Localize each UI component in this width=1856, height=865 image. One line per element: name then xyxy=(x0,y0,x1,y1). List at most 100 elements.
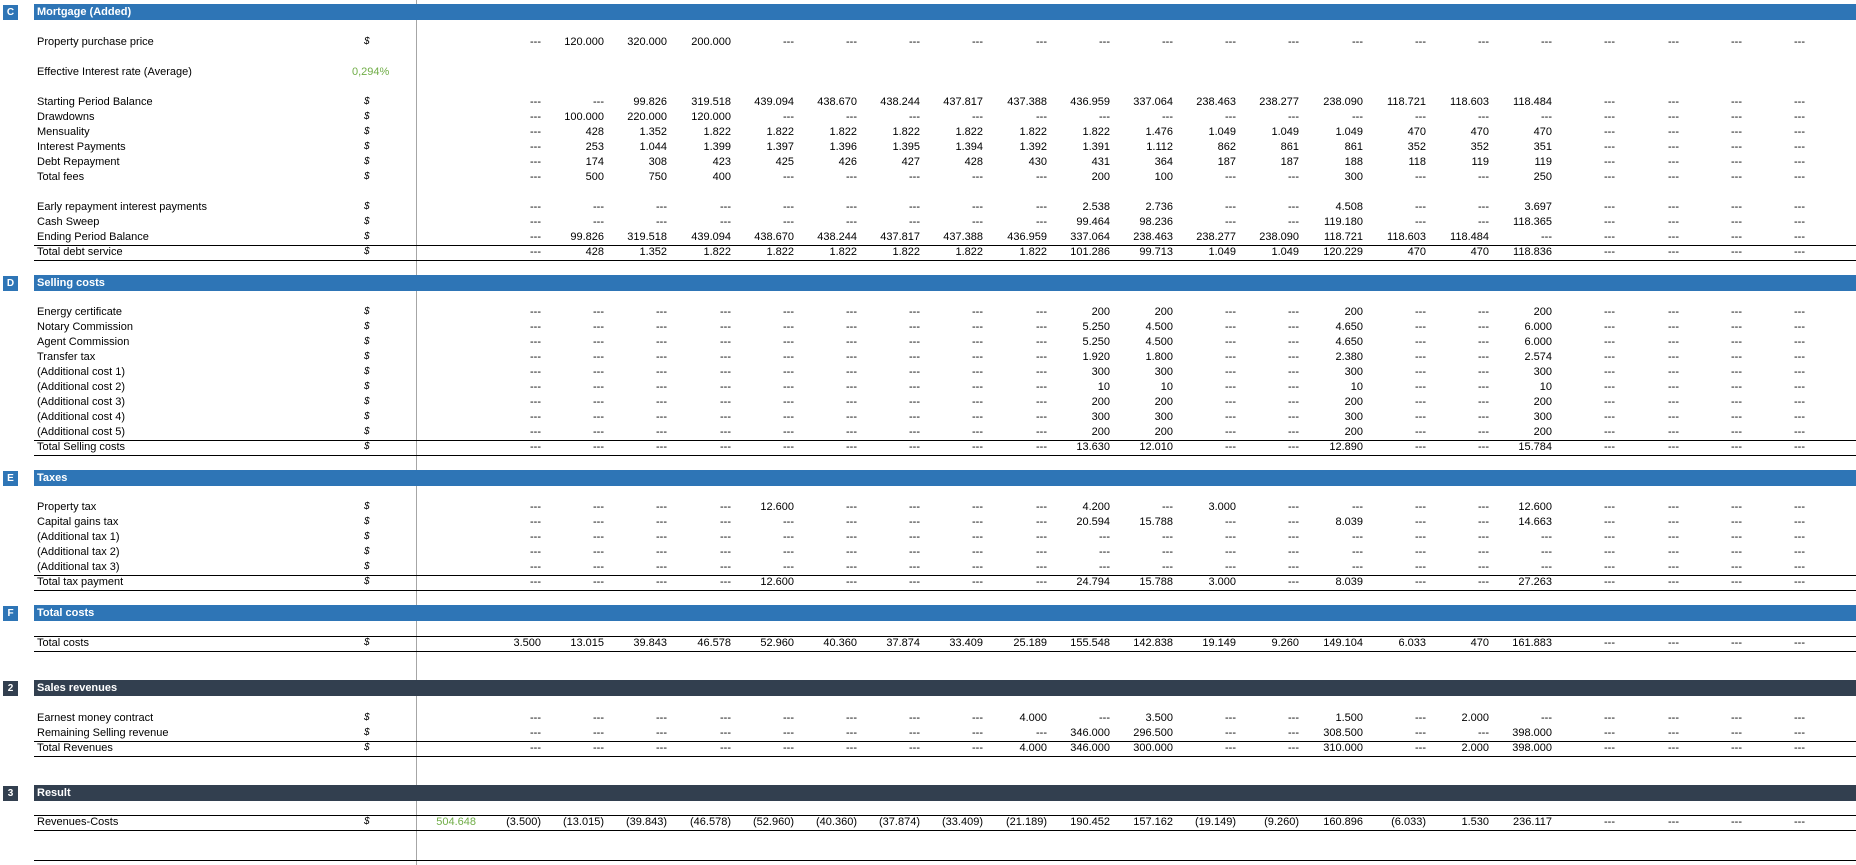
value-cell[interactable]: 4.500 xyxy=(1145,321,1173,333)
value-cell[interactable]: 25.189 xyxy=(1013,637,1047,649)
value-cell[interactable]: --- xyxy=(1415,441,1426,453)
value-cell[interactable]: --- xyxy=(1604,366,1615,378)
value-cell[interactable]: --- xyxy=(1415,306,1426,318)
value-cell[interactable]: --- xyxy=(1668,381,1679,393)
value-cell[interactable]: 39.843 xyxy=(633,637,667,649)
value-cell[interactable]: --- xyxy=(1604,576,1615,588)
value-cell[interactable]: --- xyxy=(1162,546,1173,558)
value-cell[interactable]: --- xyxy=(1225,727,1236,739)
value-cell[interactable]: --- xyxy=(1668,216,1679,228)
value-cell[interactable]: --- xyxy=(1036,321,1047,333)
value-cell[interactable]: --- xyxy=(1808,501,1856,513)
value-cell[interactable]: --- xyxy=(1036,576,1047,588)
value-cell[interactable]: 19.149 xyxy=(1202,637,1236,649)
value-cell[interactable]: --- xyxy=(783,306,794,318)
value-cell[interactable]: --- xyxy=(846,546,857,558)
value-cell[interactable]: --- xyxy=(972,321,983,333)
value-cell[interactable]: --- xyxy=(530,156,541,168)
value-cell[interactable]: --- xyxy=(972,366,983,378)
value-cell[interactable]: --- xyxy=(1731,156,1742,168)
value-cell[interactable]: --- xyxy=(1794,816,1805,828)
value-cell[interactable]: --- xyxy=(1036,36,1047,48)
value-cell[interactable]: --- xyxy=(1604,426,1615,438)
value-cell[interactable]: --- xyxy=(1415,426,1426,438)
value-cell[interactable]: 4.000 xyxy=(1019,712,1047,724)
value-cell[interactable]: --- xyxy=(1099,111,1110,123)
value-cell[interactable]: --- xyxy=(1225,411,1236,423)
value-cell[interactable]: --- xyxy=(1794,321,1805,333)
value-cell[interactable]: 300 xyxy=(1154,366,1173,378)
value-cell[interactable]: 220.000 xyxy=(627,111,667,123)
value-cell[interactable]: 439.094 xyxy=(754,96,794,108)
row-addtax1[interactable]: (Additional tax 1) $ --- --- --- --- --- --- ---… xyxy=(0,530,1856,545)
value-cell[interactable]: (37.874) xyxy=(879,816,920,828)
value-cell[interactable]: --- xyxy=(1478,501,1489,513)
row-start-bal[interactable]: Starting Period Balance $ --- --- 99.826 319.… xyxy=(0,95,1856,110)
row-drawdowns[interactable]: Drawdowns $ --- 100.000 220.000 120.000 --- ---… xyxy=(0,110,1856,125)
value-cell[interactable]: --- xyxy=(972,411,983,423)
row-interest[interactable]: Interest Payments $ --- 253 1.044 1.399 1.397 1… xyxy=(0,140,1856,155)
value-cell[interactable]: --- xyxy=(720,426,731,438)
value-cell[interactable]: --- xyxy=(1794,141,1805,153)
value-cell[interactable]: --- xyxy=(1808,816,1856,828)
value-cell[interactable]: --- xyxy=(593,546,604,558)
value-cell[interactable]: 118.836 xyxy=(1513,246,1552,258)
value-cell[interactable]: --- xyxy=(1731,141,1742,153)
value-cell[interactable]: --- xyxy=(1668,321,1679,333)
value-cell[interactable]: --- xyxy=(1415,336,1426,348)
value-cell[interactable]: --- xyxy=(1288,501,1299,513)
value-cell[interactable]: 99.464 xyxy=(1076,216,1110,228)
value-cell[interactable]: --- xyxy=(1668,306,1679,318)
value-cell[interactable]: --- xyxy=(1478,366,1489,378)
value-cell[interactable]: --- xyxy=(1478,381,1489,393)
value-cell[interactable]: --- xyxy=(1352,501,1363,513)
value-cell[interactable]: --- xyxy=(1415,576,1426,588)
value-cell[interactable]: 470 xyxy=(1407,246,1426,258)
value-cell[interactable]: --- xyxy=(972,381,983,393)
value-cell[interactable]: --- xyxy=(1794,531,1805,543)
value-cell[interactable]: 155.548 xyxy=(1070,637,1110,649)
value-cell[interactable]: 160.896 xyxy=(1323,816,1363,828)
value-cell[interactable]: --- xyxy=(530,336,541,348)
value-cell[interactable]: 1.822 xyxy=(892,246,920,258)
value-cell[interactable]: --- xyxy=(1036,426,1047,438)
value-cell[interactable]: --- xyxy=(1808,576,1856,588)
value-cell[interactable]: --- xyxy=(530,712,541,724)
value-cell[interactable]: --- xyxy=(1288,712,1299,724)
value-cell[interactable]: --- xyxy=(1668,201,1679,213)
value-cell[interactable]: --- xyxy=(1478,306,1489,318)
value-cell[interactable]: 6.033 xyxy=(1398,637,1426,649)
value-cell[interactable]: 426 xyxy=(838,156,857,168)
value-cell[interactable]: --- xyxy=(1478,561,1489,573)
value-cell[interactable]: --- xyxy=(1036,171,1047,183)
value-cell[interactable]: 187 xyxy=(1280,156,1299,168)
value-cell[interactable]: --- xyxy=(909,727,920,739)
value-cell[interactable]: --- xyxy=(530,727,541,739)
value-cell[interactable]: 1.049 xyxy=(1208,126,1236,138)
value-cell[interactable]: --- xyxy=(1731,426,1742,438)
value-cell[interactable]: --- xyxy=(1288,321,1299,333)
value-cell[interactable]: --- xyxy=(1478,36,1489,48)
value-cell[interactable]: 300 xyxy=(1091,366,1110,378)
value-cell[interactable]: --- xyxy=(530,306,541,318)
value-cell[interactable]: 436.959 xyxy=(1007,231,1047,243)
value-cell[interactable]: --- xyxy=(1225,712,1236,724)
value-cell[interactable]: --- xyxy=(1162,561,1173,573)
value-cell[interactable]: --- xyxy=(1415,411,1426,423)
value-cell[interactable]: 118.603 xyxy=(1450,96,1489,108)
value-cell[interactable]: 1.822 xyxy=(703,246,731,258)
value-cell[interactable]: --- xyxy=(593,742,604,754)
value-cell[interactable]: 27.263 xyxy=(1518,576,1552,588)
value-cell[interactable]: 12.890 xyxy=(1329,441,1363,453)
value-cell[interactable]: --- xyxy=(972,171,983,183)
value-cell[interactable]: 337.064 xyxy=(1070,231,1110,243)
row-addtax3[interactable]: (Additional tax 3) $ --- --- --- --- --- --- ---… xyxy=(0,560,1856,575)
value-cell[interactable]: --- xyxy=(909,171,920,183)
value-cell[interactable]: 431 xyxy=(1091,156,1110,168)
value-cell[interactable]: 1.822 xyxy=(955,126,983,138)
value-cell[interactable]: 238.277 xyxy=(1196,231,1236,243)
value-cell[interactable]: 352 xyxy=(1407,141,1426,153)
value-cell[interactable]: 99.826 xyxy=(633,96,667,108)
value-cell[interactable]: 439.094 xyxy=(691,231,731,243)
value-cell[interactable]: 118 xyxy=(1408,156,1426,168)
